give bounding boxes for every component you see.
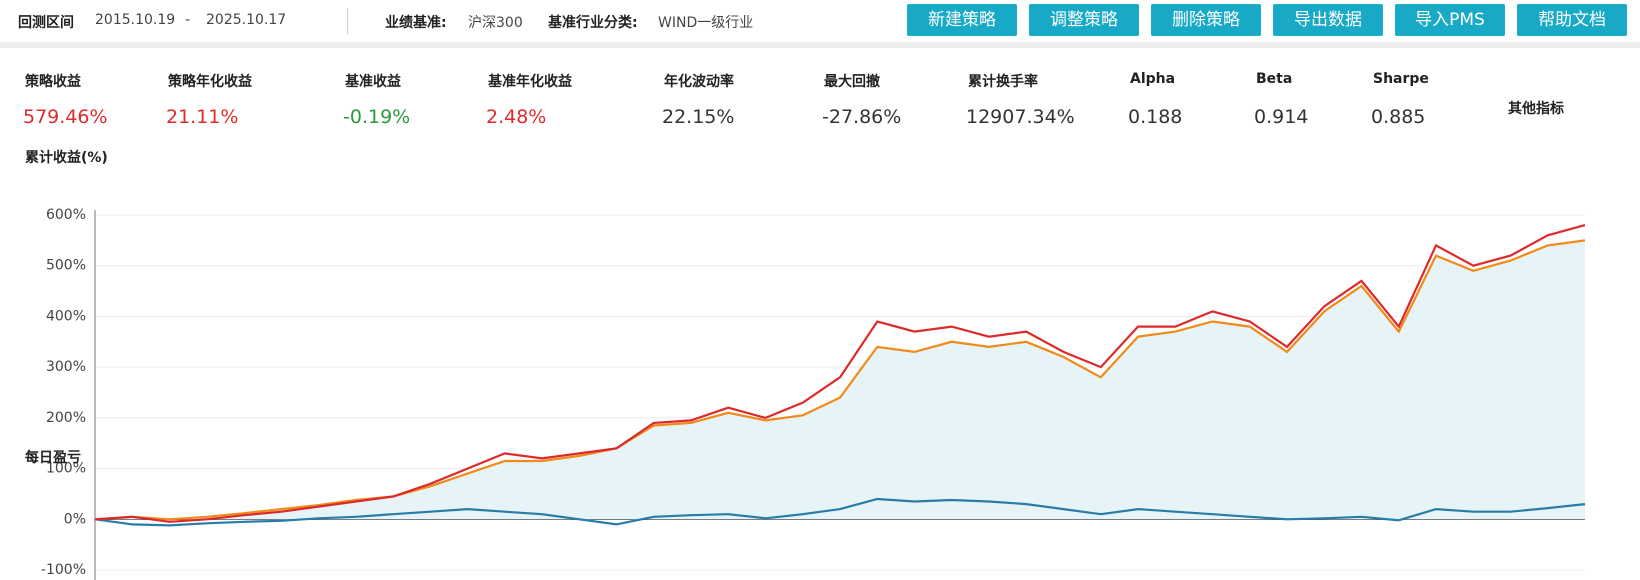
metric-value: 22.15%: [662, 106, 735, 128]
y-tick-label: 100%: [46, 461, 86, 477]
date: 2015.10.19: [95, 12, 176, 28]
metric-name: 基准收益: [345, 74, 401, 90]
button[interactable]: 删除策略: [1151, 4, 1261, 36]
y-tick-label: 600%: [46, 207, 86, 223]
date: 2025.10.17: [206, 12, 287, 28]
annotation: 每日盈亏: [25, 449, 81, 466]
y-tick-label: 400%: [46, 308, 86, 324]
metric-name: Sharpe: [1373, 71, 1429, 87]
metric-name: 年化波动率: [664, 74, 734, 90]
dash: -: [185, 12, 191, 28]
chart-title: 累计收益(%): [25, 149, 108, 166]
metric-name: 最大回撤: [824, 74, 880, 90]
button[interactable]: 调整策略: [1029, 4, 1139, 36]
metric-value: 579.46%: [23, 106, 108, 128]
line: [94, 239, 1586, 521]
metric-name: 累计换手率: [968, 74, 1038, 90]
other-metrics[interactable]: 其他指标: [1508, 101, 1564, 117]
line: [94, 224, 1586, 523]
line: [94, 497, 1586, 527]
y-tick-label: 300%: [46, 359, 86, 375]
button[interactable]: 导出数据: [1273, 4, 1383, 36]
y-tick-label: 500%: [46, 258, 86, 274]
metric-name: 基准年化收益: [488, 74, 572, 90]
metric-value: 2.48%: [486, 106, 547, 128]
separator: [347, 8, 348, 34]
metric-value: 21.11%: [166, 106, 239, 128]
y-tick-label: 200%: [46, 410, 86, 426]
toolbar: 回测区间 2015.10.19 - 2025.10.17 业绩基准: 沪深300…: [0, 0, 1640, 48]
metric-value: -0.19%: [343, 106, 411, 128]
area: [95, 240, 1585, 520]
metric-value: 0.914: [1254, 106, 1309, 128]
metric-name: 策略年化收益: [168, 74, 252, 90]
metric-value: 0.885: [1371, 106, 1426, 128]
value: 沪深300: [468, 15, 523, 31]
y-tick-label: -100%: [41, 562, 86, 578]
value: WIND一级行业: [658, 15, 754, 31]
button[interactable]: 帮助文档: [1517, 4, 1627, 36]
metric-name: 策略收益: [25, 74, 81, 90]
label: 基准行业分类:: [548, 15, 638, 31]
label: 业绩基准:: [385, 15, 447, 31]
label: 回测区间: [18, 15, 74, 31]
button[interactable]: 新建策略: [907, 4, 1017, 36]
metric-value: -27.86%: [822, 106, 902, 128]
y-tick-label: 0%: [64, 511, 86, 527]
metric-name: Beta: [1256, 71, 1293, 87]
metric-value: 0.188: [1128, 106, 1183, 128]
metric-name: Alpha: [1130, 71, 1176, 87]
metric-value: 12907.34%: [966, 106, 1075, 128]
button[interactable]: 导入PMS: [1395, 4, 1505, 36]
